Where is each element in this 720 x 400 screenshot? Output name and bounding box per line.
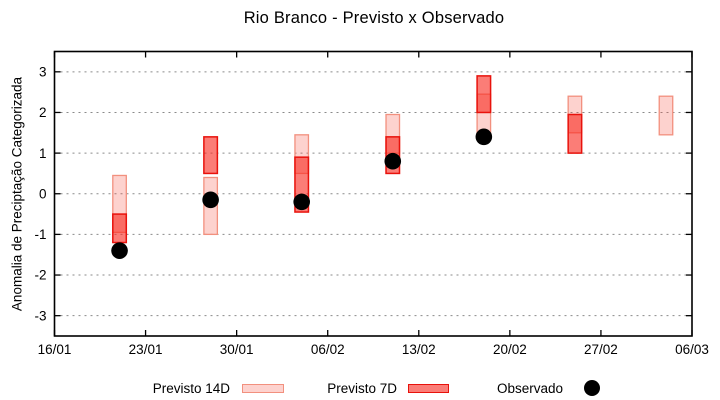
observed-dot xyxy=(384,152,402,170)
plot-area: 3 2 1 0 -1 -2 -3 16/01 23/01 30/01 06/02 13/02 20/02… xyxy=(34,50,709,357)
x-tick-label: 16/01 xyxy=(38,342,72,357)
y-tick-label: -2 xyxy=(34,268,46,283)
observed-dot xyxy=(475,128,493,146)
x-tick-label: 13/02 xyxy=(402,342,436,357)
legend-label-previsto-7d: Previsto 7D xyxy=(327,381,397,396)
range-box-previsto-7d xyxy=(112,213,128,244)
legend-swatch-previsto-7d xyxy=(408,384,449,393)
observed-dot xyxy=(202,191,219,209)
x-tick-label: 23/01 xyxy=(129,342,163,357)
observed-dot xyxy=(111,242,128,259)
y-tick-label: -1 xyxy=(34,227,46,242)
x-tick-label: 06/03 xyxy=(675,342,709,357)
legend-dot-observado xyxy=(584,380,600,396)
range-box-previsto-7d xyxy=(203,136,219,175)
range-box-previsto-14d xyxy=(658,95,674,136)
x-tick-label: 20/02 xyxy=(493,342,527,357)
legend-label-observado: Observado xyxy=(496,381,563,396)
range-box-previsto-7d xyxy=(476,75,492,114)
legend-swatch-previsto-14d xyxy=(242,384,284,393)
y-tick-label: 1 xyxy=(39,146,47,161)
y-tick-label: -3 xyxy=(34,308,46,323)
x-tick-label: 27/02 xyxy=(584,342,618,357)
x-tick-label: 06/02 xyxy=(311,342,345,357)
observed-dot xyxy=(293,193,310,211)
chart-title: Rio Branco - Previsto x Observado xyxy=(243,9,505,27)
x-tick-label: 30/01 xyxy=(220,342,254,357)
legend-label-previsto-14d: Previsto 14D xyxy=(152,381,230,396)
range-box-previsto-7d xyxy=(567,113,583,154)
y-tick-label: 2 xyxy=(39,105,47,120)
plot-frame xyxy=(53,50,693,337)
y-tick-label: 3 xyxy=(39,65,47,80)
y-tick-label: 0 xyxy=(39,186,47,201)
